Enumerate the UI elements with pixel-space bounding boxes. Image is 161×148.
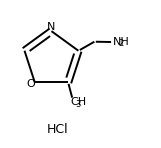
Text: 2: 2 xyxy=(118,39,124,48)
Text: NH: NH xyxy=(113,37,129,47)
Text: O: O xyxy=(26,79,35,89)
Text: N: N xyxy=(47,22,56,32)
Text: 3: 3 xyxy=(75,100,80,109)
Text: CH: CH xyxy=(70,97,86,107)
Text: HCl: HCl xyxy=(47,123,68,136)
